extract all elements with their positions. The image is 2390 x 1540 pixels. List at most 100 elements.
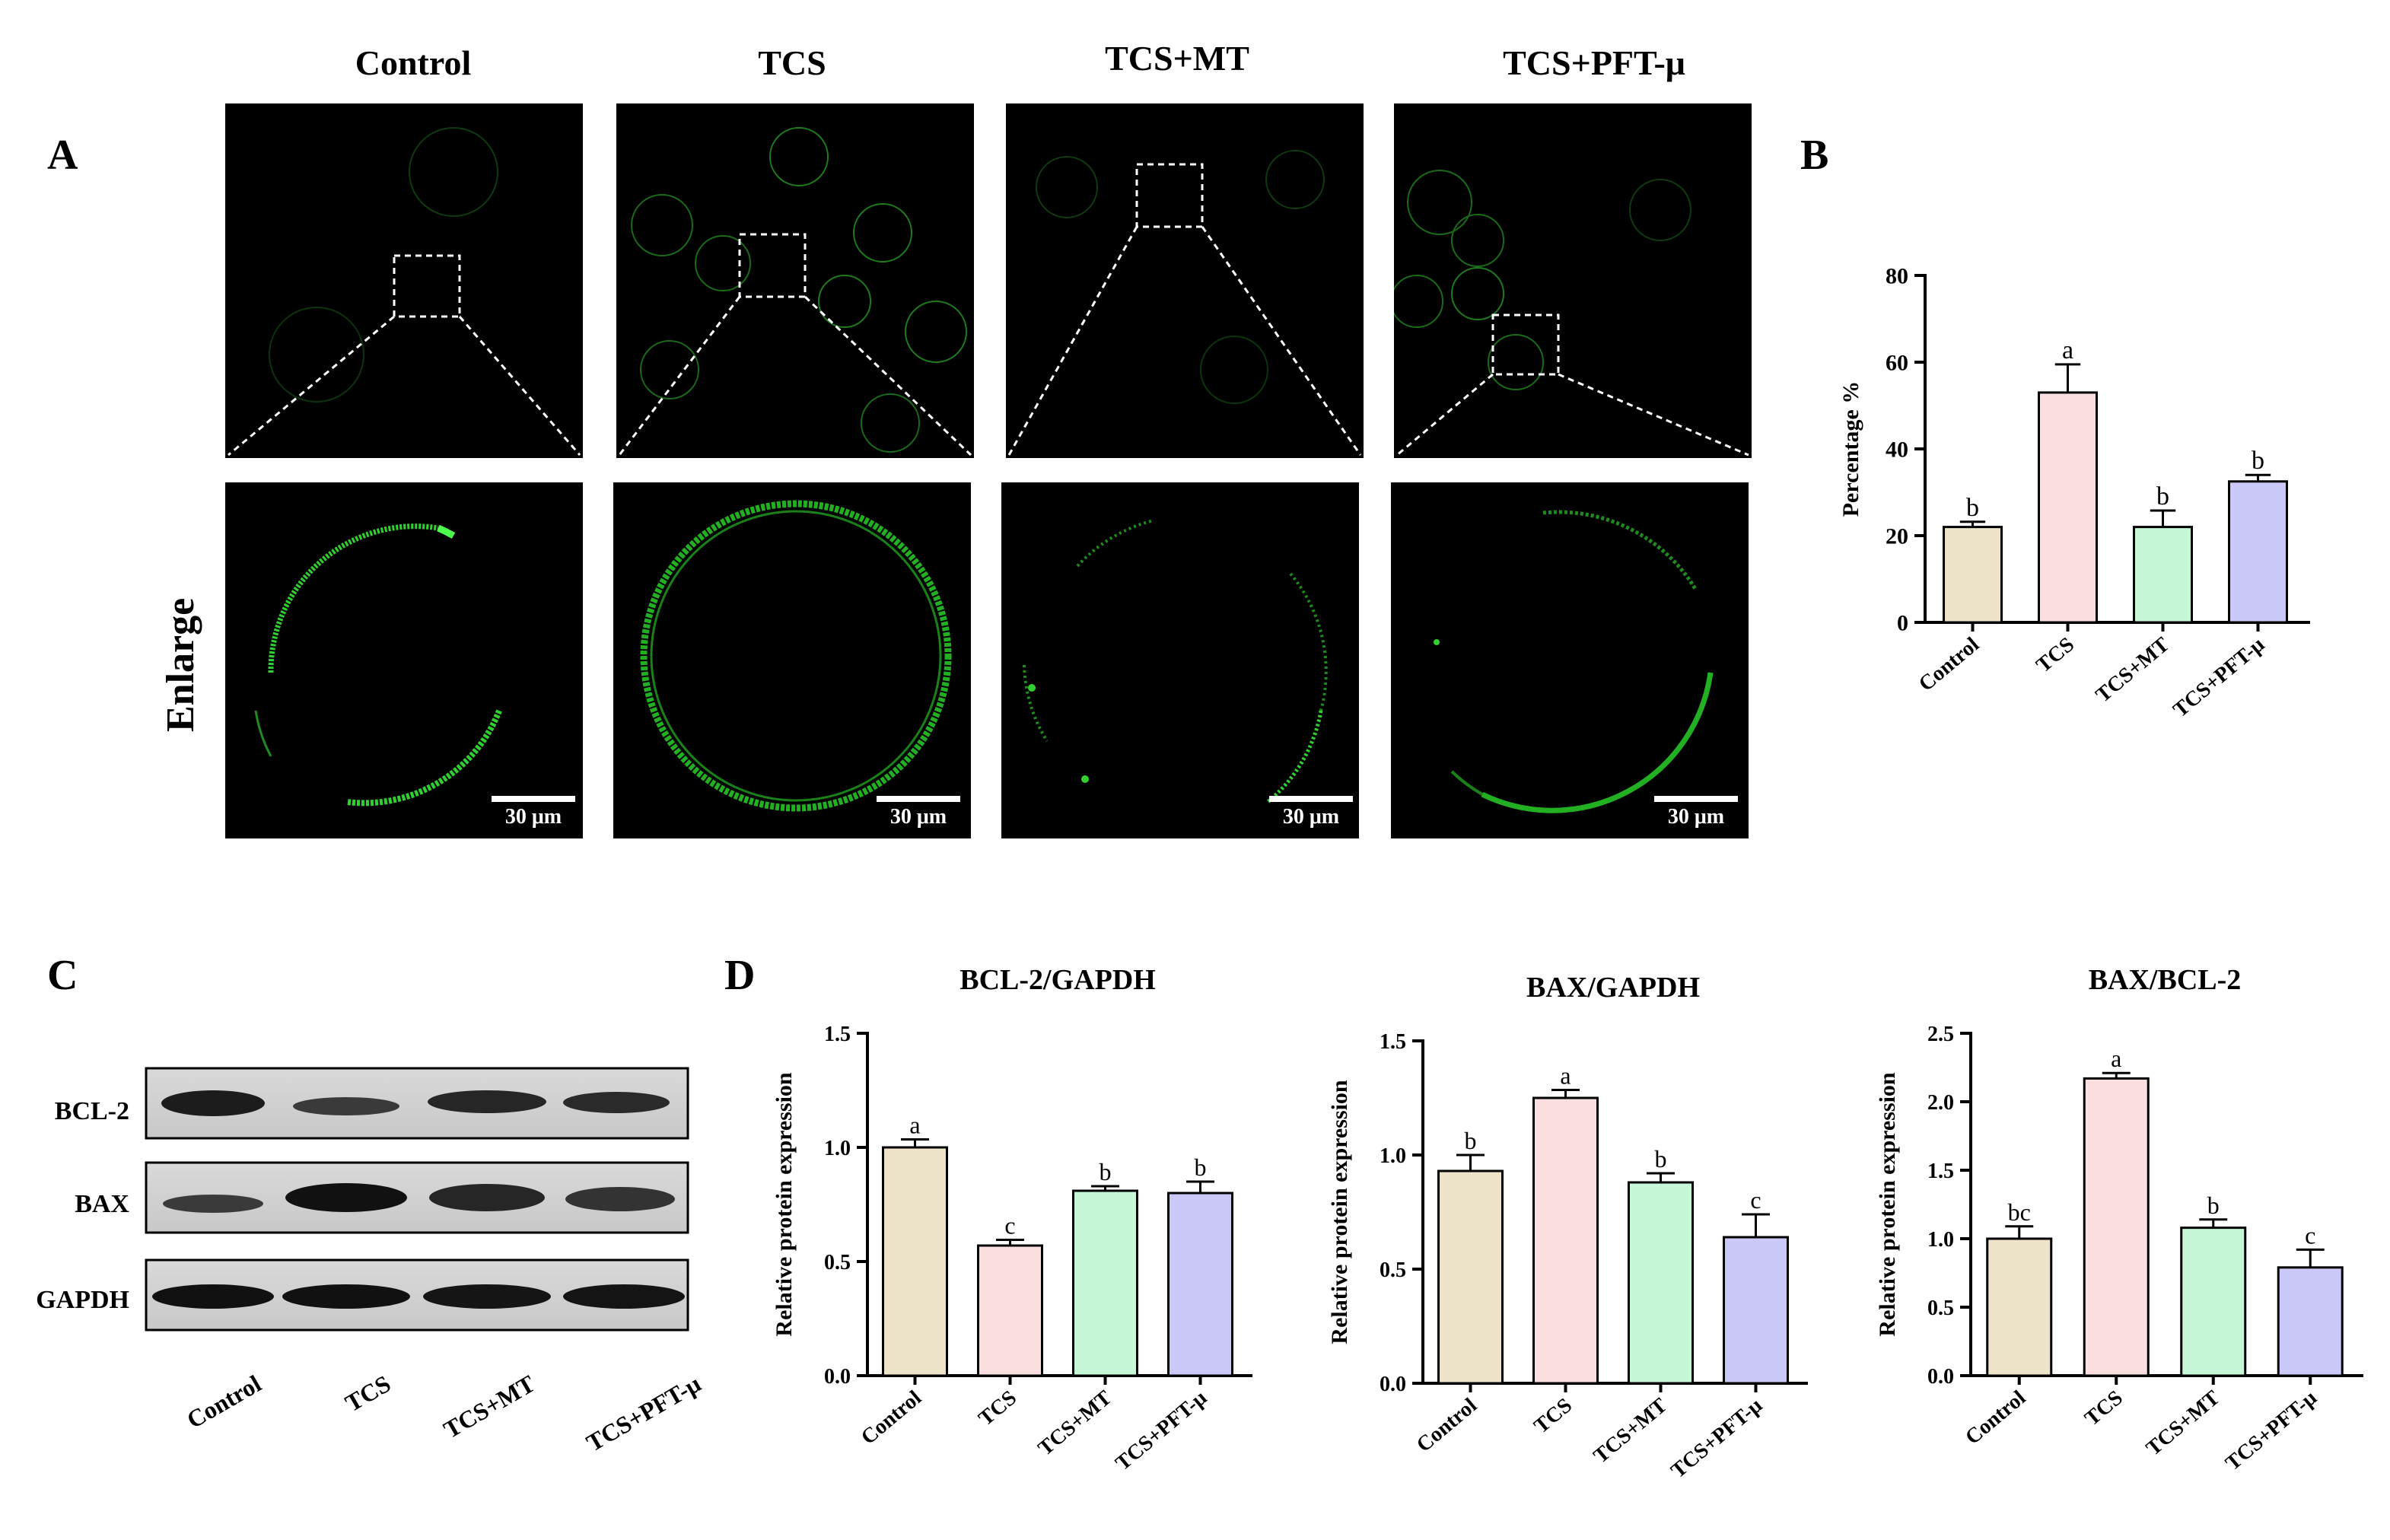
significance-letter: b bbox=[1195, 1153, 1207, 1181]
panel-letter-b: B bbox=[1800, 132, 1829, 179]
y-axis-label: Percentage % bbox=[1838, 381, 1863, 517]
x-tick-label: Control bbox=[1961, 1386, 2030, 1449]
y-tick-label: 0.0 bbox=[824, 1365, 851, 1389]
bar-TCS+MT bbox=[2180, 1227, 2247, 1377]
blot-label-bcl2: BCL-2 bbox=[54, 1097, 129, 1125]
y-tick-label: 0.5 bbox=[1380, 1258, 1406, 1282]
blot-label-gapdh: GAPDH bbox=[36, 1286, 129, 1314]
y-tick-label: 1.0 bbox=[824, 1137, 851, 1160]
blot-label-bax: BAX bbox=[75, 1190, 129, 1218]
micrograph-overview-tcs-mt bbox=[1006, 103, 1364, 458]
x-tick-label: TCS+MT bbox=[2142, 1386, 2225, 1460]
column-title-tcs: TCS bbox=[758, 43, 826, 82]
y-tick-label: 1.5 bbox=[1380, 1030, 1406, 1054]
bar-TCS+MT bbox=[2133, 526, 2193, 624]
micrograph-enlarged-tcs: 30 μm bbox=[613, 482, 971, 838]
chart-title: BAX/GAPDH bbox=[1526, 972, 1700, 1004]
significance-letter: b bbox=[2252, 447, 2264, 475]
bar-TCS bbox=[2038, 391, 2098, 624]
scale-bar-label: 30 μm bbox=[889, 805, 947, 829]
bar-Control bbox=[882, 1146, 948, 1377]
x-tick-label: TCS+PFT-μ bbox=[2169, 633, 2269, 723]
y-tick-label: 60 bbox=[1886, 351, 1908, 376]
micrograph-enlarged-tcs-mt: 30 μm bbox=[1001, 482, 1359, 838]
panel-letter-d: D bbox=[724, 952, 756, 999]
y-tick-label: 0.5 bbox=[824, 1251, 851, 1274]
chart-title: BCL-2/GAPDH bbox=[960, 964, 1156, 996]
y-tick-label: 2.0 bbox=[1927, 1091, 1954, 1115]
chart-d-bcl2-gapdh: BCL-2/GAPDH 0.0 0.5 1.0 1.5 Relative protein … bbox=[772, 964, 1252, 1476]
blot-lane-tcs-mt: TCS+MT bbox=[438, 1370, 539, 1444]
micrograph-overview-control bbox=[225, 103, 583, 458]
significance-letter: c bbox=[1004, 1212, 1015, 1239]
micrograph-overview-tcs-pft bbox=[1394, 103, 1752, 458]
y-tick-label: 0.5 bbox=[1927, 1297, 1954, 1320]
y-axis-label: Relative protein expression bbox=[772, 1072, 797, 1337]
y-tick-label: 1.5 bbox=[824, 1023, 851, 1046]
scale-bar bbox=[1269, 796, 1353, 802]
y-tick-label: 1.5 bbox=[1927, 1160, 1954, 1183]
y-tick-label: 0.0 bbox=[1927, 1365, 1954, 1389]
x-tick-label: Control bbox=[1914, 632, 1984, 696]
significance-letter: a bbox=[1560, 1062, 1571, 1090]
bar-Control bbox=[1943, 526, 2003, 624]
y-axis-label: Relative protein expression bbox=[1875, 1072, 1900, 1337]
y-tick-label: 20 bbox=[1886, 524, 1908, 549]
scale-bar bbox=[1654, 796, 1738, 802]
y-tick-label: 1.0 bbox=[1927, 1228, 1954, 1252]
scale-bar bbox=[492, 796, 575, 802]
column-title-control: Control bbox=[355, 43, 472, 82]
panel-letter-a: A bbox=[47, 132, 78, 179]
significance-letter: a bbox=[909, 1112, 920, 1139]
chart-d-bax-bcl2: BAX/BCL-2 0.0 0.5 1.0 1.5 2.0 2.5 Relative prot… bbox=[1875, 964, 2363, 1476]
significance-letter: a bbox=[2062, 336, 2073, 364]
x-tick-label: TCS+PFT-μ bbox=[1111, 1386, 1211, 1476]
bar-TCS bbox=[977, 1244, 1043, 1377]
significance-letter: c bbox=[2305, 1221, 2315, 1249]
blot-lane-tcs: TCS bbox=[340, 1370, 395, 1418]
y-tick-label: 0.0 bbox=[1380, 1373, 1406, 1396]
significance-letter: b bbox=[2207, 1192, 2220, 1219]
y-tick-label: 40 bbox=[1886, 438, 1908, 463]
x-tick-label: TCS+MT bbox=[2092, 632, 2175, 707]
bar-TCS bbox=[1532, 1096, 1599, 1385]
chart-b-percentage: 0 20 40 60 80 Percentage % b Control a TCS b TCS+MT… bbox=[1838, 264, 2310, 723]
x-tick-label: TCS bbox=[974, 1386, 1021, 1431]
micrograph-enlarged-tcs-pft: 30 μm bbox=[1391, 482, 1749, 838]
y-tick-label: 1.0 bbox=[1380, 1144, 1406, 1168]
significance-letter: c bbox=[1750, 1186, 1761, 1214]
significance-letter: a bbox=[2111, 1045, 2121, 1072]
bar-TCS+PFT-μ bbox=[2228, 480, 2288, 624]
x-tick-label: TCS+MT bbox=[1034, 1386, 1117, 1460]
significance-letter: b bbox=[1465, 1127, 1477, 1154]
significance-letter: b bbox=[1655, 1145, 1667, 1172]
x-tick-label: TCS+PFT-μ bbox=[1666, 1394, 1767, 1484]
bar-TCS+MT bbox=[1072, 1189, 1138, 1377]
blot-lane-tcs-pft: TCS+PFT-μ bbox=[581, 1370, 705, 1457]
x-tick-label: TCS bbox=[1529, 1394, 1577, 1439]
x-tick-label: Control bbox=[1412, 1393, 1481, 1457]
x-tick-label: Control bbox=[857, 1386, 926, 1449]
chart-d-bax-gapdh: BAX/GAPDH 0.0 0.5 1.0 1.5 Relative protein ex… bbox=[1327, 972, 1808, 1484]
chart-title: BAX/BCL-2 bbox=[2089, 964, 2242, 996]
scale-bar bbox=[877, 796, 960, 802]
scale-bar-label: 30 μm bbox=[1282, 805, 1340, 829]
x-tick-label: TCS+MT bbox=[1590, 1393, 1672, 1468]
panel-letter-c: C bbox=[47, 952, 78, 999]
bar-TCS+MT bbox=[1628, 1181, 1694, 1385]
enlarge-row-label: Enlarge bbox=[159, 597, 202, 732]
scale-bar-label: 30 μm bbox=[504, 805, 562, 829]
x-tick-label: TCS bbox=[2080, 1386, 2127, 1431]
bar-TCS+PFT-μ bbox=[1167, 1192, 1233, 1377]
significance-letter: b bbox=[1100, 1158, 1112, 1185]
y-tick-label: 2.5 bbox=[1927, 1023, 1954, 1046]
bar-Control bbox=[1986, 1237, 2053, 1377]
y-tick-label: 80 bbox=[1886, 264, 1908, 289]
western-blot-image bbox=[145, 1067, 689, 1332]
x-tick-label: TCS+PFT-μ bbox=[2221, 1386, 2322, 1476]
y-axis-label: Relative protein expression bbox=[1327, 1080, 1352, 1344]
significance-letter: b bbox=[2156, 482, 2169, 511]
blot-lane-control: Control bbox=[182, 1370, 266, 1434]
bar-TCS bbox=[2083, 1077, 2150, 1377]
micrograph-enlarged-control: 30 μm bbox=[225, 482, 583, 838]
